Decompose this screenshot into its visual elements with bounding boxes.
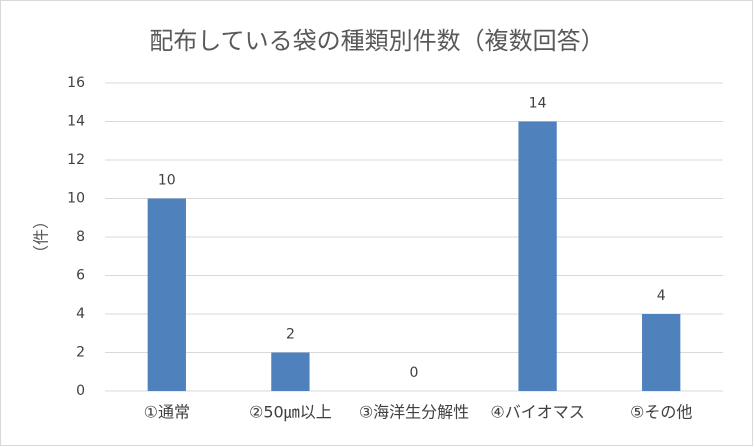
data-label: 0 <box>410 365 419 381</box>
y-tick-label: 14 <box>67 114 85 130</box>
y-tick-label: 6 <box>76 268 85 284</box>
bar <box>147 198 186 391</box>
chart-title: 配布している袋の種類別件数（複数回答） <box>149 27 604 55</box>
y-tick-label: 2 <box>76 345 85 361</box>
y-tick-label: 16 <box>67 75 85 91</box>
y-tick-label: 4 <box>76 306 85 322</box>
data-label: 2 <box>286 327 295 343</box>
x-tick-label: ①通常 <box>144 403 190 422</box>
bar <box>642 314 681 391</box>
bar <box>271 352 310 391</box>
x-tick-label: ④バイオマス <box>490 403 584 422</box>
y-tick-label: 8 <box>76 229 85 245</box>
data-label: 10 <box>158 173 176 189</box>
y-tick-label: 10 <box>67 191 85 207</box>
data-label: 4 <box>657 288 666 304</box>
bar <box>518 121 557 391</box>
y-tick-label: 0 <box>76 383 85 399</box>
y-axis-label: （件） <box>32 213 51 261</box>
x-tick-label: ⑤その他 <box>630 403 692 422</box>
data-label: 14 <box>529 96 547 112</box>
x-tick-label: ②50㎛以上 <box>249 403 332 422</box>
x-tick-label: ③海洋生分解性 <box>359 403 469 422</box>
y-tick-label: 12 <box>67 152 85 168</box>
